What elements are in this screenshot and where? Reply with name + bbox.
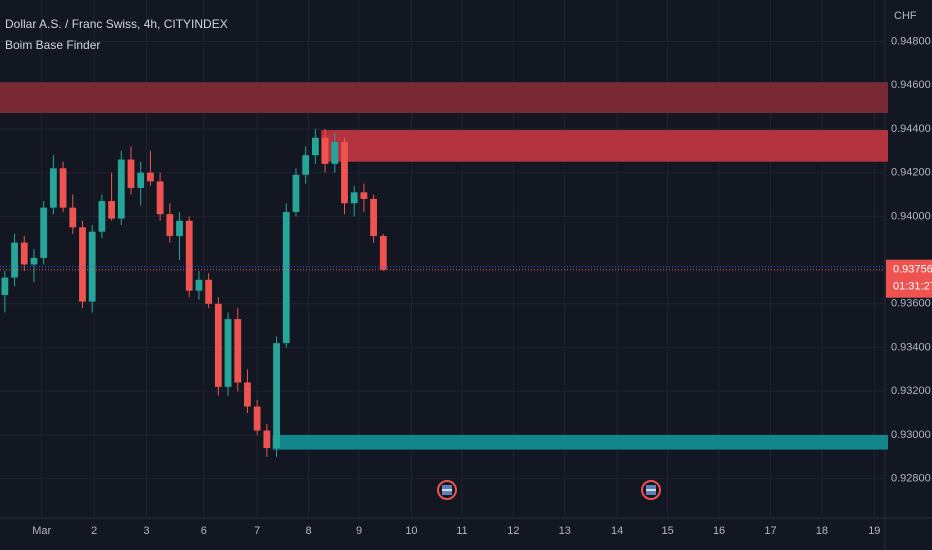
candle-body <box>282 212 290 344</box>
countdown: 01:31:27 <box>893 281 932 293</box>
candle-body <box>302 155 310 175</box>
x-tick-label: 16 <box>713 525 725 537</box>
x-tick-label: 7 <box>254 525 260 537</box>
candle-body <box>234 319 242 383</box>
price-tag <box>886 259 932 298</box>
y-tick-label: 0.93000 <box>891 429 931 441</box>
candle-body <box>273 343 280 449</box>
candle-body <box>59 168 67 208</box>
y-tick-label: 0.93600 <box>891 298 931 310</box>
y-tick-label: 0.94800 <box>891 35 931 47</box>
currency: CHF <box>894 10 917 22</box>
x-tick-label: 14 <box>611 525 623 537</box>
candle-body <box>30 257 38 265</box>
candle-body <box>350 192 358 204</box>
event-icon <box>437 480 457 500</box>
candle-body <box>108 201 115 219</box>
y-tick-label: 0.93400 <box>891 341 931 353</box>
plot <box>0 0 888 518</box>
candle-body <box>244 382 251 407</box>
candle-body <box>79 227 86 302</box>
x-tick-label: 9 <box>356 525 362 537</box>
candle-body <box>20 242 28 265</box>
y-tick-label: 0.94000 <box>891 210 931 222</box>
price-label: 0.93756 <box>893 264 932 276</box>
x-tick-label: 15 <box>662 525 674 537</box>
candle-body <box>185 220 193 291</box>
x-tick-label: 11 <box>456 525 467 537</box>
zone <box>272 434 888 450</box>
y-tick-label: 0.94200 <box>891 167 931 179</box>
candle-body <box>147 172 154 182</box>
candle-body <box>341 142 348 204</box>
candle-body <box>137 172 145 188</box>
candle-body <box>379 236 387 270</box>
candle-body <box>311 137 319 156</box>
candle-body <box>49 168 57 208</box>
candle-body <box>205 279 213 304</box>
candle-body <box>156 181 164 215</box>
candle-body <box>98 201 106 232</box>
zone <box>0 82 888 113</box>
x-tick-label: 2 <box>91 525 97 537</box>
candle-body <box>176 220 183 237</box>
candle-body <box>224 319 232 387</box>
x-tick-label: 6 <box>201 525 207 537</box>
x-tick-label: 8 <box>306 525 312 537</box>
x-tick-label: 13 <box>559 525 571 537</box>
candle-body <box>292 174 300 213</box>
candle-body <box>370 198 377 237</box>
x-tick-label: 12 <box>507 525 519 537</box>
event-icon <box>641 480 661 500</box>
candle-body <box>117 159 125 219</box>
candle-body <box>360 192 368 199</box>
candle-body <box>263 430 271 449</box>
candle-body <box>11 242 18 278</box>
candle-body <box>1 277 9 296</box>
x-tick-label: 17 <box>764 525 776 537</box>
x-tick-label: 18 <box>816 525 828 537</box>
y-tick-label: 0.92800 <box>891 473 931 485</box>
candle-body <box>69 207 77 228</box>
candle-body <box>195 279 203 291</box>
x-tick-label: 19 <box>868 525 880 537</box>
x-tick-label: Mar <box>32 525 51 537</box>
candle-body <box>88 231 96 302</box>
indicator-name: Boim Base Finder <box>5 38 100 52</box>
chart-title: Dollar A.S. / Franc Swiss, 4h, CITYINDEX <box>5 17 228 31</box>
candle-body <box>253 406 261 431</box>
candle-body <box>214 303 222 387</box>
candle-body <box>321 137 329 164</box>
y-tick-label: 0.94600 <box>891 79 931 91</box>
candle-body <box>127 159 135 188</box>
y-tick-label: 0.94400 <box>891 123 931 135</box>
candle-body <box>40 207 48 258</box>
zone <box>321 130 888 162</box>
candle-body <box>331 142 339 164</box>
y-tick-label: 0.93200 <box>891 385 931 397</box>
x-tick-label: 3 <box>143 525 149 537</box>
candle-body <box>166 214 174 237</box>
x-tick-label: 10 <box>405 525 417 537</box>
